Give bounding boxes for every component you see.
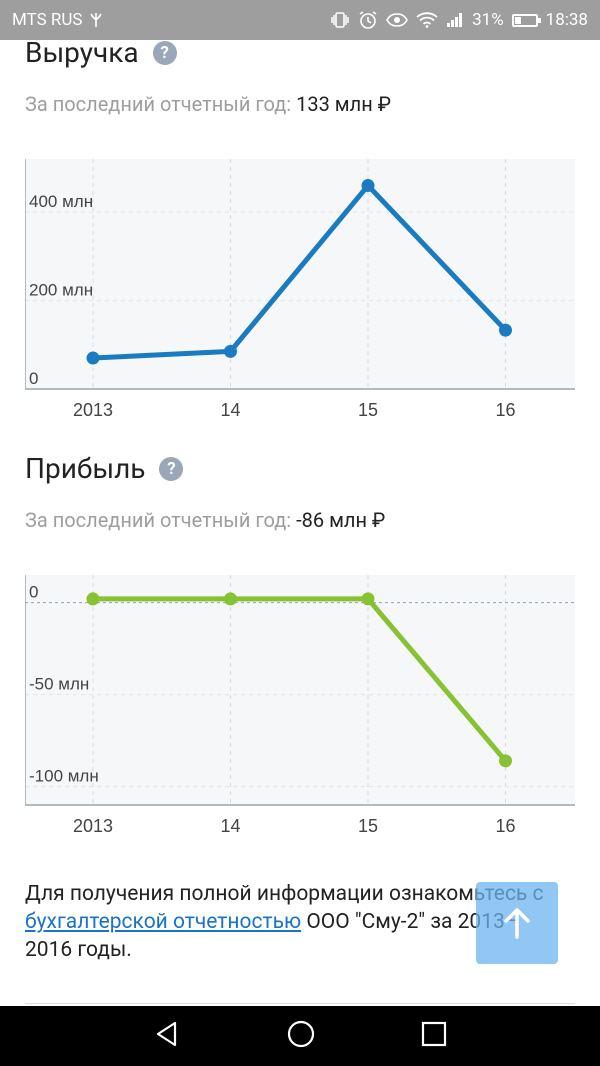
arrow-up-icon: [504, 908, 530, 939]
navigation-bar: [0, 1006, 600, 1066]
scroll-to-top-button[interactable]: [476, 882, 558, 964]
y-tick-label: -100 млн: [29, 767, 99, 786]
series-line: [93, 596, 508, 763]
vibrate-icon: [330, 11, 350, 29]
series-line: [92, 183, 508, 361]
profit-help-icon[interactable]: ?: [159, 456, 184, 481]
x-tick-label: 16: [495, 400, 515, 420]
signal-icon: [446, 12, 464, 28]
profit-title-row: Прибыль ?: [25, 452, 184, 485]
back-triangle-icon: [156, 1021, 176, 1047]
divider: [25, 1003, 575, 1004]
status-bar: MTS RUS 31% 18:38: [0, 0, 600, 40]
clock: 18:38: [545, 10, 588, 30]
x-tick-label: 16: [495, 816, 515, 836]
profit-title: Прибыль: [25, 452, 146, 485]
home-circle-icon: [287, 1020, 315, 1048]
wifi-icon: [416, 12, 438, 28]
profit-subtitle-value: -86 млн ₽: [296, 508, 386, 532]
recents-button[interactable]: [421, 1021, 447, 1051]
revenue-help-icon[interactable]: ?: [152, 40, 177, 65]
data-point[interactable]: [499, 754, 512, 768]
x-tick-label: 14: [220, 816, 240, 836]
recents-square-icon: [422, 1021, 447, 1047]
x-tick-label: 2013: [73, 400, 113, 420]
battery-icon: [511, 13, 541, 27]
footer-text-before: Для получения полной информации ознакомь…: [25, 882, 544, 906]
data-point[interactable]: [224, 592, 237, 606]
y-tick-label: -50 млн: [29, 675, 89, 694]
plot-area: [25, 159, 575, 389]
x-tick-label: 15: [358, 816, 378, 836]
revenue-title-row: Выручка ?: [25, 36, 177, 69]
carrier-label: MTS RUS: [12, 10, 83, 30]
profit-subtitle: За последний отчетный год: -86 млн ₽: [25, 508, 385, 532]
y-tick-label: 200 млн: [29, 281, 93, 300]
alarm-icon: [358, 10, 378, 30]
data-point[interactable]: [86, 592, 100, 606]
back-button[interactable]: [153, 1020, 181, 1052]
x-tick-label: 14: [220, 400, 240, 420]
revenue-subtitle-value: 133 млн ₽: [296, 92, 391, 116]
usb-icon: [89, 12, 103, 28]
x-tick-label: 2013: [73, 816, 113, 836]
data-point[interactable]: [361, 592, 375, 606]
revenue-chart: 0 200 млн 400 млн 2013 14 15 16: [25, 159, 575, 420]
y-tick-label: 0: [29, 583, 38, 602]
plot-area: [25, 575, 575, 805]
data-point[interactable]: [224, 344, 237, 358]
home-button[interactable]: [286, 1019, 316, 1053]
revenue-subtitle-label: За последний отчетный год:: [25, 92, 292, 116]
financial-statements-link[interactable]: бухгалтерской отчетностью: [25, 910, 302, 934]
data-point[interactable]: [499, 323, 512, 337]
y-tick-label: 400 млн: [29, 192, 93, 211]
revenue-subtitle: За последний отчетный год: 133 млн ₽: [25, 92, 391, 116]
profit-subtitle-label: За последний отчетный год:: [25, 508, 292, 532]
x-tick-label: 15: [358, 400, 378, 420]
eye-icon: [386, 12, 409, 28]
y-tick-label: 0: [29, 369, 38, 388]
data-point[interactable]: [86, 351, 100, 365]
revenue-title: Выручка: [25, 36, 139, 69]
battery-percent: 31%: [472, 10, 504, 30]
data-point[interactable]: [361, 179, 375, 193]
profit-chart: 0 -50 млн -100 млн 2013 14 15 16: [25, 575, 575, 836]
